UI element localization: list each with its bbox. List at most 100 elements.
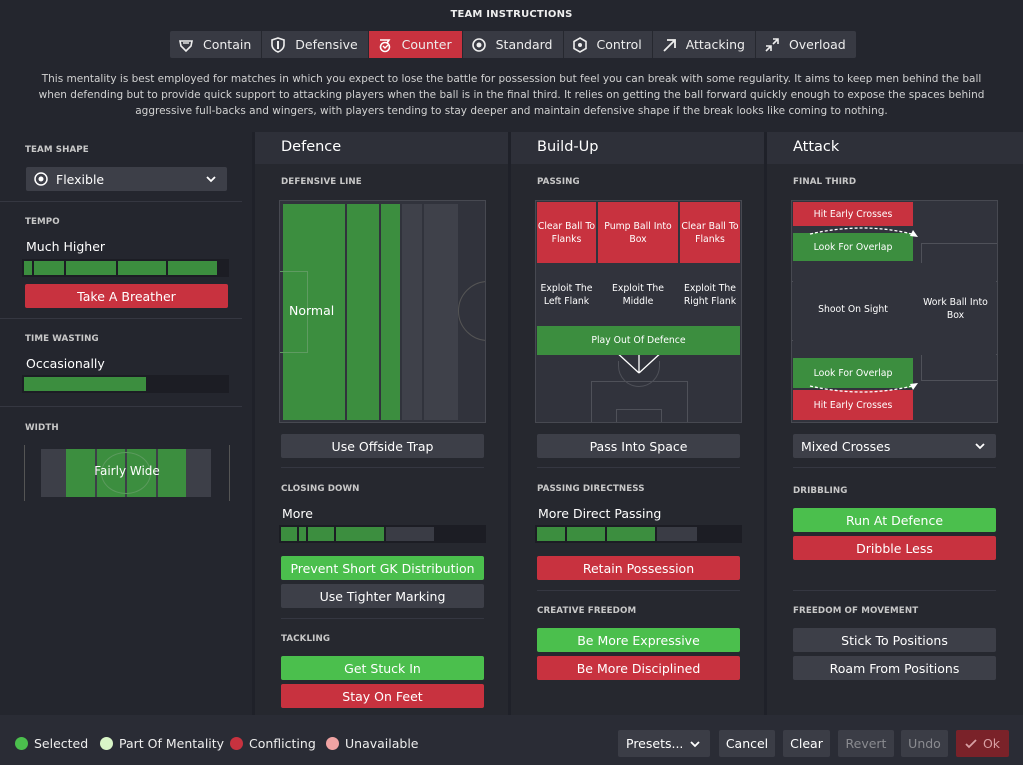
six-yard-box bbox=[616, 409, 662, 422]
ok-button[interactable]: Ok bbox=[956, 730, 1009, 757]
look-for-overlap-top-button[interactable]: Look For Overlap bbox=[793, 233, 913, 261]
roam-from-positions-button[interactable]: Roam From Positions bbox=[793, 656, 996, 680]
attacking-arrow-icon bbox=[661, 37, 677, 53]
tempo-segment bbox=[118, 261, 166, 275]
prevent-short-gk-distribution-button[interactable]: Prevent Short GK Distribution bbox=[281, 556, 484, 580]
time-wasting-slider[interactable] bbox=[22, 375, 229, 393]
presets-label: Presets... bbox=[626, 736, 684, 751]
chevron-down-icon bbox=[975, 443, 985, 450]
divider bbox=[0, 406, 242, 407]
shoot-on-sight-button[interactable]: Shoot On Sight bbox=[793, 263, 913, 355]
passing-directness-segment bbox=[567, 527, 605, 541]
clear-ball-left-flank-button[interactable]: Clear Ball To Flanks bbox=[537, 202, 596, 263]
chevron-down-icon bbox=[206, 176, 216, 183]
closing-down-label: CLOSING DOWN bbox=[281, 484, 360, 494]
tab-label: Defensive bbox=[295, 37, 358, 52]
look-for-overlap-bottom-button[interactable]: Look For Overlap bbox=[793, 358, 913, 388]
take-a-breather-button[interactable]: Take A Breather bbox=[25, 284, 228, 308]
legend-selected: Selected bbox=[15, 736, 88, 751]
tab-label: Standard bbox=[495, 37, 553, 52]
tab-defensive[interactable]: Defensive bbox=[262, 31, 369, 58]
penalty-box bbox=[280, 271, 308, 353]
chevron-down-icon bbox=[690, 741, 700, 748]
crossing-dropdown[interactable]: Mixed Crosses bbox=[793, 434, 996, 458]
legend-conflicting: Conflicting bbox=[230, 736, 316, 751]
buildup-title: Build-Up bbox=[511, 132, 764, 164]
passing-directness-value: More Direct Passing bbox=[538, 506, 662, 521]
team-shape-dropdown[interactable]: Flexible bbox=[26, 167, 227, 191]
play-out-of-defence-button[interactable]: Play Out Of Defence bbox=[537, 326, 740, 355]
tab-label: Contain bbox=[203, 37, 252, 52]
tab-label: Control bbox=[596, 37, 642, 52]
tab-label: Attacking bbox=[685, 37, 745, 52]
be-more-expressive-button[interactable]: Be More Expressive bbox=[537, 628, 740, 652]
divider bbox=[793, 467, 996, 468]
use-offside-trap-button[interactable]: Use Offside Trap bbox=[281, 434, 484, 458]
legend-unavailable: Unavailable bbox=[326, 736, 419, 751]
cancel-button[interactable]: Cancel bbox=[719, 730, 775, 757]
tackling-label: TACKLING bbox=[281, 634, 331, 644]
legend-dot bbox=[230, 737, 243, 750]
closing-down-segment bbox=[299, 527, 306, 541]
retain-possession-button[interactable]: Retain Possession bbox=[537, 556, 740, 580]
divider bbox=[281, 467, 484, 468]
tempo-value: Much Higher bbox=[26, 239, 106, 254]
tab-control[interactable]: Control bbox=[564, 31, 653, 58]
contain-icon bbox=[178, 37, 194, 53]
tab-counter[interactable]: Counter bbox=[368, 31, 463, 58]
divider bbox=[537, 590, 740, 591]
page-title: TEAM INSTRUCTIONS bbox=[450, 9, 573, 20]
legend-part-of-mentality: Part Of Mentality bbox=[100, 736, 224, 751]
exploit-left-flank-button[interactable]: Exploit The Left Flank bbox=[537, 265, 596, 324]
tempo-label: TEMPO bbox=[25, 217, 60, 227]
overload-arrows-icon bbox=[764, 37, 780, 53]
overlap-arrow-top bbox=[809, 227, 918, 237]
tab-contain[interactable]: Contain bbox=[170, 31, 263, 58]
stick-to-positions-button[interactable]: Stick To Positions bbox=[793, 628, 996, 652]
run-at-defence-button[interactable]: Run At Defence bbox=[793, 508, 996, 532]
shield-icon bbox=[270, 36, 286, 53]
closing-down-segment bbox=[336, 527, 384, 541]
counter-icon bbox=[377, 37, 393, 53]
sidebar bbox=[0, 132, 252, 715]
clear-button[interactable]: Clear bbox=[783, 730, 830, 757]
get-stuck-in-button[interactable]: Get Stuck In bbox=[281, 656, 484, 680]
use-tighter-marking-button[interactable]: Use Tighter Marking bbox=[281, 584, 484, 608]
dribble-less-button[interactable]: Dribble Less bbox=[793, 536, 996, 560]
shape-icon bbox=[34, 172, 48, 186]
defensive-line-pitch[interactable]: Normal bbox=[279, 200, 486, 423]
defensive-line-label: DEFENSIVE LINE bbox=[281, 177, 362, 187]
crossing-value: Mixed Crosses bbox=[801, 438, 891, 454]
be-more-disciplined-button[interactable]: Be More Disciplined bbox=[537, 656, 740, 680]
exploit-middle-button[interactable]: Exploit The Middle bbox=[598, 265, 678, 324]
overlap-arrow-bottom bbox=[809, 383, 918, 393]
work-ball-into-box-button[interactable]: Work Ball Into Box bbox=[915, 263, 996, 355]
pass-into-space-button[interactable]: Pass Into Space bbox=[537, 434, 740, 458]
clear-ball-right-flank-button[interactable]: Clear Ball To Flanks bbox=[680, 202, 740, 263]
ok-label: Ok bbox=[982, 736, 1001, 751]
hit-early-crosses-top-button[interactable]: Hit Early Crosses bbox=[793, 202, 913, 226]
pump-ball-into-box-button[interactable]: Pump Ball Into Box bbox=[598, 202, 678, 263]
hit-early-crosses-bottom-button[interactable]: Hit Early Crosses bbox=[793, 390, 913, 420]
closing-down-segment bbox=[281, 527, 297, 541]
tab-standard[interactable]: Standard bbox=[463, 31, 564, 58]
passing-directness-slider[interactable] bbox=[535, 525, 742, 543]
tempo-segment bbox=[168, 261, 217, 275]
defensive-line-value: Normal bbox=[289, 303, 335, 318]
tab-overload[interactable]: Overload bbox=[756, 31, 856, 58]
closing-down-slider[interactable] bbox=[279, 525, 486, 543]
undo-button[interactable]: Undo bbox=[901, 730, 948, 757]
stay-on-feet-button[interactable]: Stay On Feet bbox=[281, 684, 484, 708]
tempo-slider[interactable] bbox=[22, 259, 229, 277]
exploit-right-flank-button[interactable]: Exploit The Right Flank bbox=[680, 265, 740, 324]
revert-button[interactable]: Revert bbox=[838, 730, 894, 757]
freedom-of-movement-label: FREEDOM OF MOVEMENT bbox=[793, 606, 919, 616]
presets-dropdown[interactable]: Presets... bbox=[618, 730, 710, 757]
control-icon bbox=[572, 36, 588, 53]
closing-down-segment bbox=[308, 527, 334, 541]
legend-label: Part Of Mentality bbox=[119, 736, 225, 751]
tab-attacking[interactable]: Attacking bbox=[653, 31, 756, 58]
centre-circle bbox=[458, 281, 485, 341]
time-wasting-label: TIME WASTING bbox=[25, 334, 99, 344]
width-slider[interactable]: Fairly Wide bbox=[24, 445, 230, 501]
